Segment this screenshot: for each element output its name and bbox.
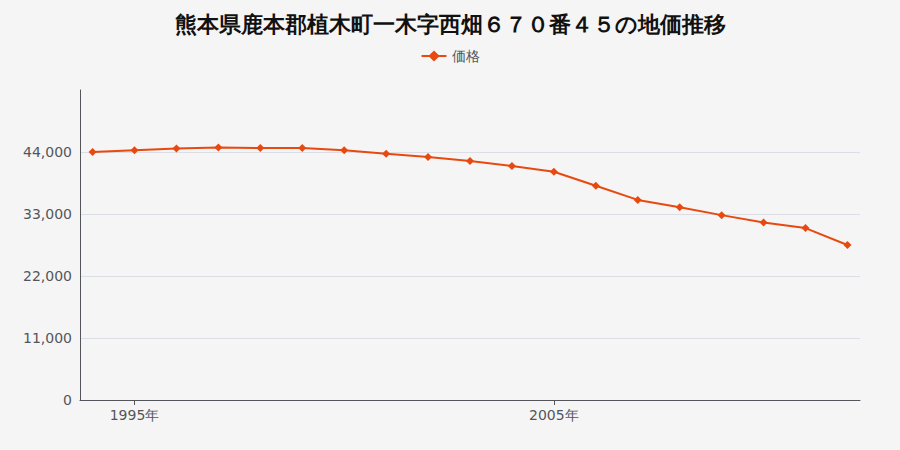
svg-text:熊本県鹿本郡植木町一木字西畑６７０番４５の地価推移: 熊本県鹿本郡植木町一木字西畑６７０番４５の地価推移 bbox=[175, 12, 726, 37]
svg-text:2005年: 2005年 bbox=[529, 407, 579, 423]
svg-text:22,000: 22,000 bbox=[23, 268, 72, 284]
svg-text:0: 0 bbox=[63, 392, 72, 408]
svg-text:価格: 価格 bbox=[452, 48, 480, 64]
svg-text:44,000: 44,000 bbox=[23, 144, 72, 160]
svg-text:1995年: 1995年 bbox=[110, 407, 160, 423]
svg-text:11,000: 11,000 bbox=[23, 330, 72, 346]
svg-text:33,000: 33,000 bbox=[23, 206, 72, 222]
